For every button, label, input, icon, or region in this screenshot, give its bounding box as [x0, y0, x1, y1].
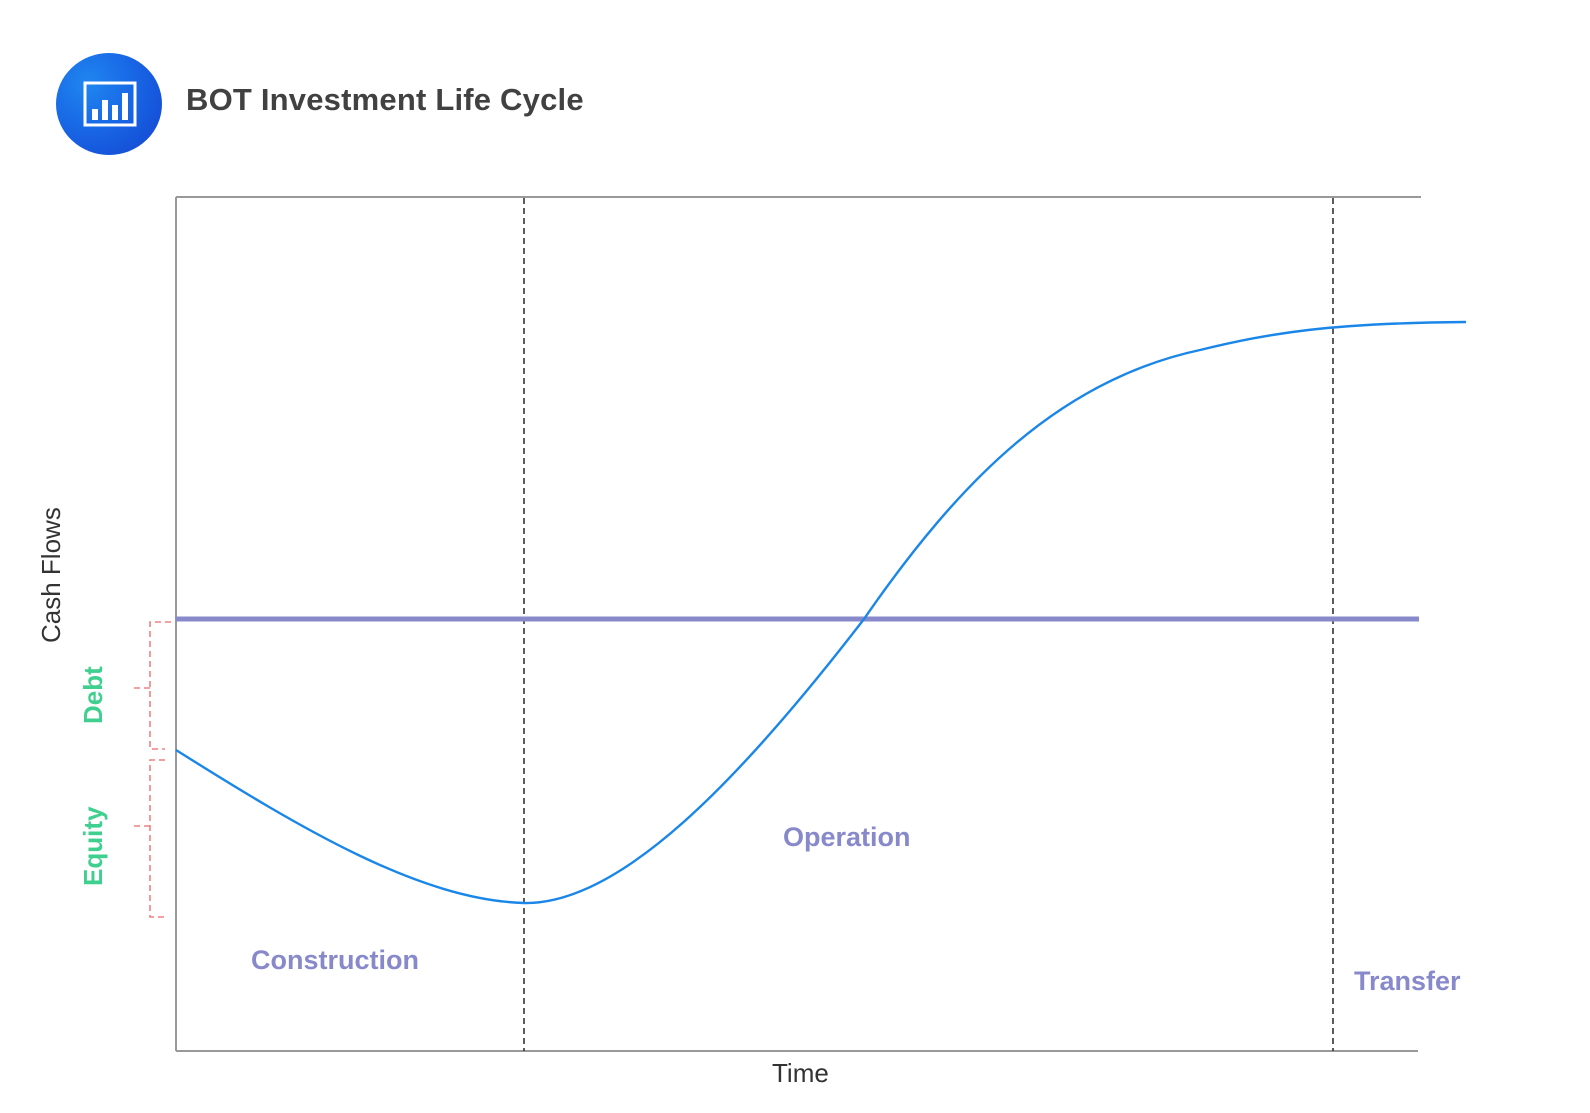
equity-label: Equity — [78, 806, 108, 886]
transfer-label: Transfer — [1354, 966, 1461, 996]
equity-bracket — [134, 759, 165, 918]
y-axis-label: Cash Flows — [36, 507, 66, 643]
debt-label: Debt — [78, 666, 108, 724]
page-title: BOT Investment Life Cycle — [186, 82, 584, 117]
construction-label: Construction — [251, 945, 419, 975]
operation-label: Operation — [783, 822, 911, 852]
debt-bracket — [134, 621, 171, 750]
x-axis-label: Time — [772, 1058, 829, 1088]
bar-chart-icon — [83, 81, 137, 127]
cash-flow-curve — [175, 320, 1467, 905]
logo-badge — [56, 53, 162, 155]
